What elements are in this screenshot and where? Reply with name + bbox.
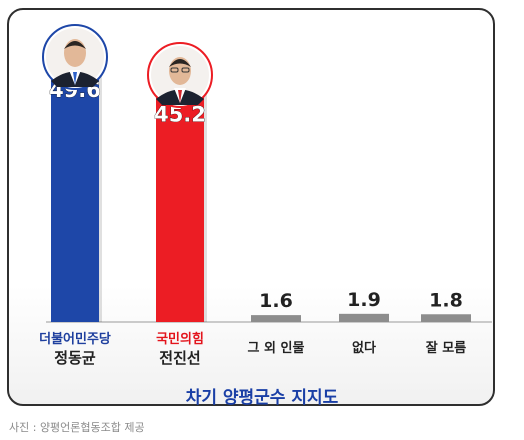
person-photo-jeon (147, 42, 213, 108)
bar (421, 314, 471, 322)
category-party-label: 국민의힘 (156, 331, 204, 347)
category-party-label: 더불어민주당 (39, 331, 111, 347)
category-name-label: 전진선 (159, 349, 200, 367)
bar (251, 315, 301, 322)
bar-group: 1.8 잘 모름 (421, 289, 471, 356)
data-label: 1.9 (347, 289, 381, 311)
bar (51, 45, 99, 323)
bar (156, 69, 204, 322)
photo-credit: 사진 : 양평언론협동조합 제공 (9, 421, 145, 434)
category-name-label: 정동균 (54, 349, 96, 367)
data-label: 1.6 (259, 290, 293, 312)
bar (339, 313, 389, 322)
category-label: 잘 모름 (426, 341, 466, 356)
data-label: 1.8 (429, 289, 463, 311)
chart-title: 차기 양평군수 지지도 (185, 388, 339, 408)
person-photo-jung (42, 24, 108, 90)
category-label: 없다 (352, 340, 376, 356)
bar-group: 1.6 그 외 인물 (248, 290, 305, 356)
bar-group: 1.9 없다 (339, 289, 389, 356)
category-label: 그 외 인물 (248, 340, 305, 356)
